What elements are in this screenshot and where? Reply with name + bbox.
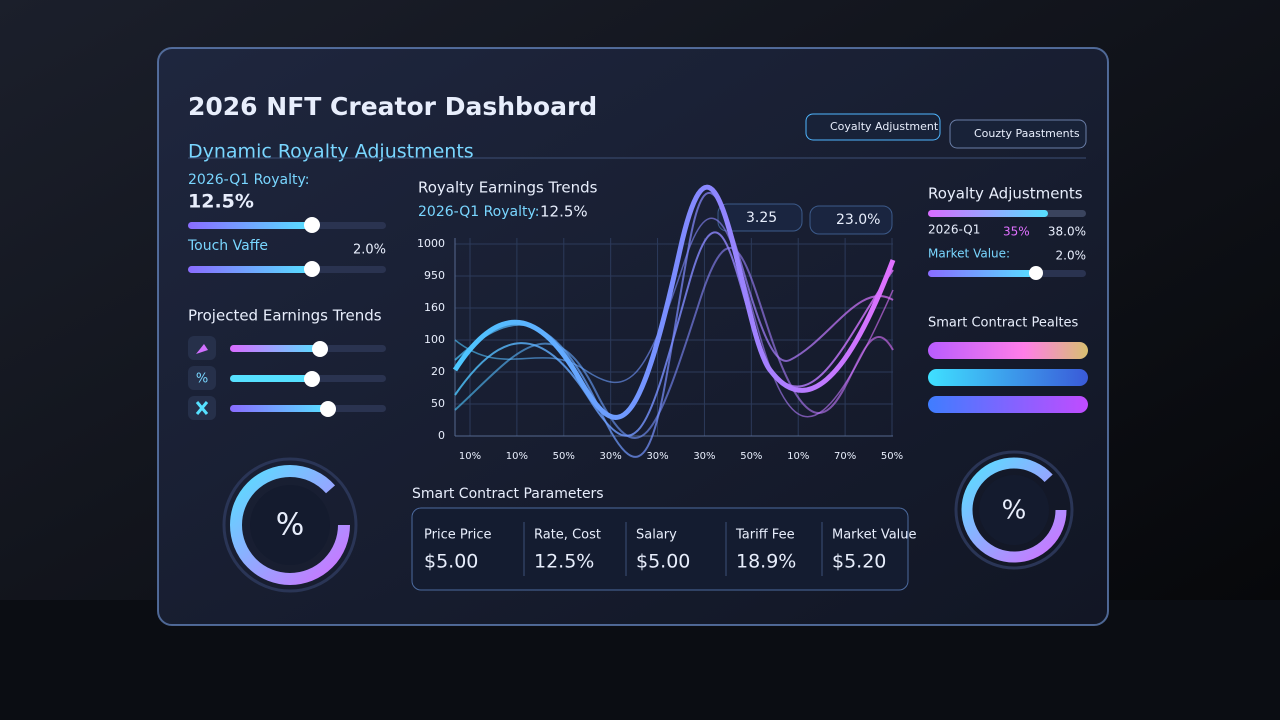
button-label: Couzty Paastments	[974, 127, 1080, 140]
gauge-ring	[961, 457, 1067, 563]
gauge-right: %	[954, 450, 1074, 570]
royalty-label: 2026-Q1 Royalty:	[188, 172, 309, 188]
param-label: Rate, Cost	[534, 528, 601, 543]
projected-title: Projected Earnings Trends	[188, 307, 382, 325]
gauge-label: %	[1002, 496, 1027, 526]
row-label: 2026-Q1	[928, 223, 980, 237]
row-mid: 35%	[1003, 225, 1030, 239]
waves	[452, 184, 896, 458]
icon[interactable]	[188, 366, 216, 390]
row-value: 38.0%	[1048, 225, 1086, 239]
button-label: Coyalty Adjustment	[830, 120, 939, 133]
badge[interactable]	[809, 205, 893, 235]
slider-knob[interactable]	[1029, 266, 1043, 280]
gauge-label: %	[276, 508, 305, 543]
subtitle: Dynamic Royalty Adjustments	[188, 141, 474, 163]
contract-bar	[928, 369, 1088, 386]
param-label: Salary	[636, 528, 677, 543]
params-box	[411, 507, 909, 591]
x-label: 30%	[646, 451, 668, 462]
x-label: 50%	[881, 451, 903, 462]
slider-fill	[188, 222, 312, 229]
y-label: 160	[424, 301, 445, 314]
gauge-core	[250, 485, 330, 565]
panel	[157, 47, 1109, 626]
slider-fill	[230, 345, 320, 352]
chart-title: Royalty Earnings Trends	[418, 179, 598, 197]
chart-subtitle-label: 2026-Q1 Royalty:	[418, 204, 539, 220]
badge-label: 23.0%	[836, 212, 880, 228]
y-label: 100	[424, 333, 445, 346]
contract-bar	[928, 342, 1088, 359]
param-label: Tariff Fee	[735, 528, 795, 543]
gauge-outer	[954, 450, 1074, 570]
icon-rows: %	[188, 336, 386, 420]
contract-title: Smart Contract Pealtes	[928, 316, 1079, 331]
royalty-value: 12.5%	[188, 191, 254, 213]
slider-knob[interactable]	[320, 401, 336, 417]
title: 2026 NFT Creator Dashboard	[188, 92, 597, 121]
param-value: 18.9%	[736, 551, 796, 573]
x-labels: 10% 10% 50% 30% 30% 30% 50% 10% 70% 50%	[459, 238, 903, 462]
x-label: 10%	[506, 451, 528, 462]
wave	[454, 247, 894, 439]
params: Price Price $5.00 Rate, Cost 12.5% Salary $5.…	[424, 522, 917, 576]
y-label: 1000	[417, 237, 445, 250]
slider-knob[interactable]	[304, 261, 320, 277]
param-value: $5.00	[636, 551, 690, 573]
touch-value: 2.0%	[353, 243, 386, 258]
param-label: Market Value	[832, 528, 917, 543]
param-value: $5.20	[832, 551, 886, 573]
button[interactable]	[949, 119, 1087, 149]
slider-knob[interactable]	[304, 371, 320, 387]
x-label: 10%	[459, 451, 481, 462]
y-label: 0	[438, 429, 445, 442]
slider-fill	[230, 375, 312, 382]
chart-subtitle-value: 12.5%	[540, 203, 588, 221]
x-label: 30%	[600, 451, 622, 462]
param-value: 12.5%	[534, 551, 594, 573]
x-label: 10%	[787, 451, 809, 462]
icon-glyph	[195, 401, 209, 415]
touch-label: Touch Vaffe	[187, 238, 268, 254]
y-label: 20	[431, 365, 445, 378]
param-value: $5.00	[424, 551, 478, 573]
right-title: Royalty Adjustments	[928, 185, 1083, 203]
gauge-outer	[222, 457, 358, 593]
wave	[454, 191, 894, 458]
slider-knob[interactable]	[312, 341, 328, 357]
badge[interactable]	[717, 203, 803, 232]
y-label: 950	[424, 269, 445, 282]
market-value: 2.0%	[1056, 249, 1087, 263]
gauge-ring	[230, 465, 350, 585]
slider-knob[interactable]	[304, 217, 320, 233]
button[interactable]	[805, 113, 941, 141]
wave	[454, 217, 894, 418]
badge-label: 3.25	[746, 210, 777, 226]
param-label: Price Price	[424, 528, 492, 543]
x-label: 30%	[693, 451, 715, 462]
icon-glyph: %	[196, 372, 208, 387]
slider-fill	[928, 270, 1036, 277]
x-label: 50%	[553, 451, 575, 462]
market-label: Market Value:	[928, 247, 1010, 261]
bar-fill	[928, 210, 1048, 217]
slider-fill	[188, 266, 312, 273]
x-label: 70%	[834, 451, 856, 462]
wave	[454, 231, 894, 437]
x-label: 50%	[740, 451, 762, 462]
contract-bar	[928, 396, 1088, 413]
params-title: Smart Contract Parameters	[412, 486, 604, 502]
gauge-core	[979, 475, 1049, 545]
gauge-left: %	[222, 457, 358, 593]
icon-glyph	[196, 344, 208, 354]
slider-fill	[230, 405, 328, 412]
y-label: 50	[431, 397, 445, 410]
